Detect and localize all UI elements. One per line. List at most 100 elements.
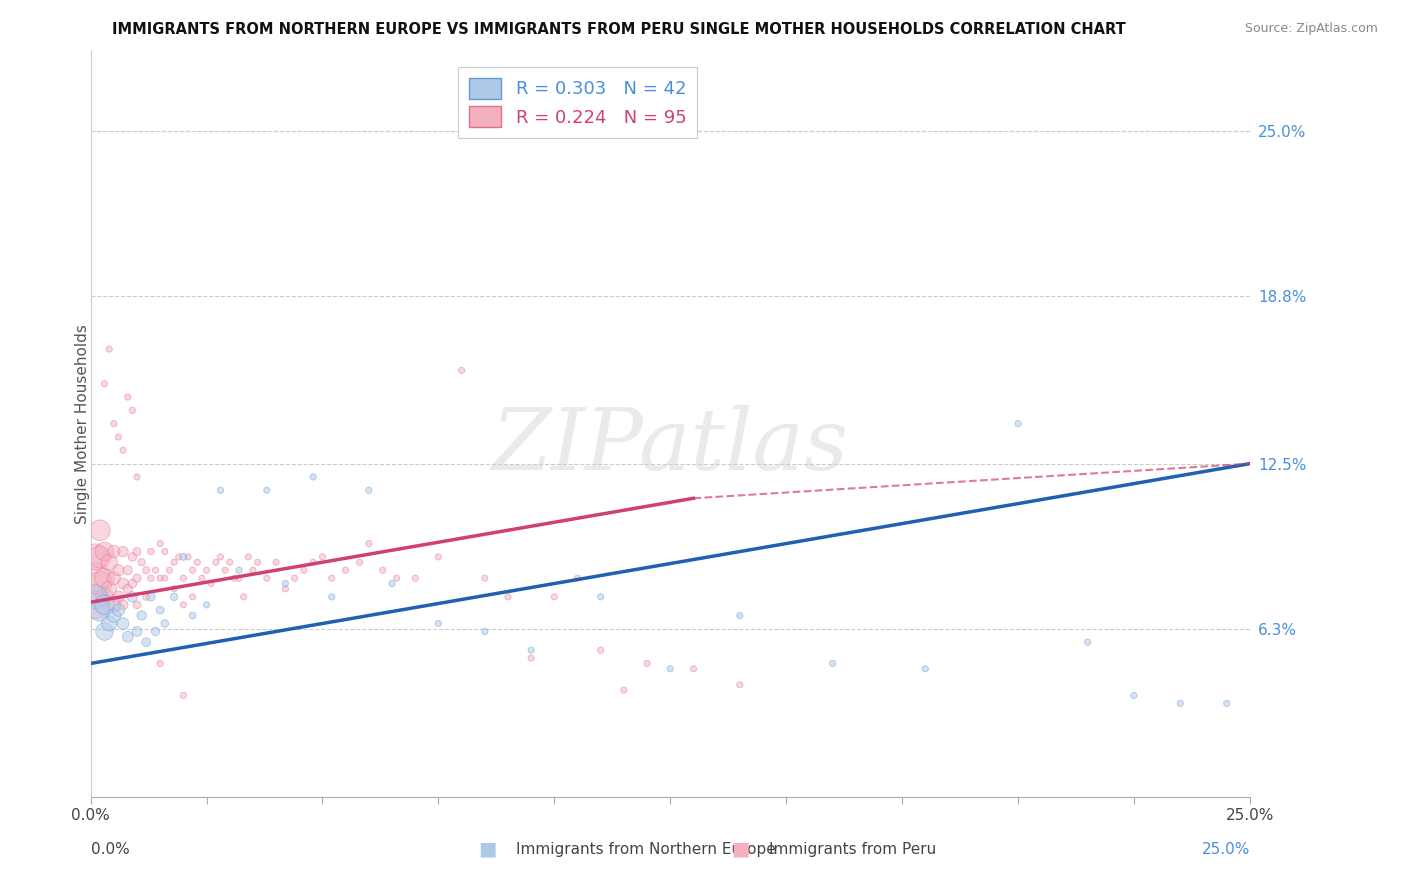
- Point: [125, 544, 148, 558]
- Point: [125, 598, 148, 612]
- Point: [131, 608, 153, 623]
- Point: [914, 662, 936, 676]
- Point: [149, 536, 172, 550]
- Point: [89, 576, 111, 591]
- Y-axis label: Single Mother Households: Single Mother Households: [75, 324, 90, 524]
- Text: ■: ■: [731, 839, 749, 859]
- Text: Immigrants from Northern Europe: Immigrants from Northern Europe: [516, 842, 775, 856]
- Point: [177, 549, 200, 564]
- Point: [98, 555, 121, 569]
- Point: [682, 662, 704, 676]
- Point: [1123, 689, 1146, 703]
- Text: 25.0%: 25.0%: [1202, 842, 1250, 856]
- Point: [195, 563, 218, 577]
- Point: [84, 590, 107, 604]
- Point: [357, 483, 380, 498]
- Point: [496, 590, 519, 604]
- Point: [107, 430, 129, 444]
- Point: [381, 576, 404, 591]
- Point: [112, 576, 135, 591]
- Point: [209, 549, 232, 564]
- Point: [218, 555, 240, 569]
- Point: [589, 590, 612, 604]
- Point: [172, 689, 194, 703]
- Point: [224, 571, 246, 585]
- Point: [1216, 697, 1239, 711]
- Point: [149, 657, 172, 671]
- Point: [145, 624, 167, 639]
- Legend: R = 0.303   N = 42, R = 0.224   N = 95: R = 0.303 N = 42, R = 0.224 N = 95: [458, 67, 697, 137]
- Point: [131, 555, 153, 569]
- Point: [139, 544, 162, 558]
- Point: [93, 544, 115, 558]
- Point: [121, 403, 143, 417]
- Point: [93, 624, 115, 639]
- Point: [567, 571, 589, 585]
- Point: [153, 571, 176, 585]
- Point: [98, 342, 121, 356]
- Point: [89, 549, 111, 564]
- Point: [520, 651, 543, 665]
- Point: [89, 523, 111, 537]
- Point: [107, 603, 129, 617]
- Point: [93, 598, 115, 612]
- Point: [728, 608, 751, 623]
- Point: [98, 616, 121, 631]
- Point: [153, 616, 176, 631]
- Point: [385, 571, 408, 585]
- Point: [93, 376, 115, 391]
- Point: [107, 590, 129, 604]
- Point: [228, 571, 250, 585]
- Point: [121, 590, 143, 604]
- Point: [209, 483, 232, 498]
- Point: [149, 571, 172, 585]
- Text: IMMIGRANTS FROM NORTHERN EUROPE VS IMMIGRANTS FROM PERU SINGLE MOTHER HOUSEHOLDS: IMMIGRANTS FROM NORTHERN EUROPE VS IMMIG…: [111, 22, 1126, 37]
- Point: [349, 555, 371, 569]
- Point: [125, 624, 148, 639]
- Point: [163, 582, 186, 596]
- Point: [205, 555, 228, 569]
- Point: [264, 555, 287, 569]
- Point: [163, 590, 186, 604]
- Point: [1170, 697, 1192, 711]
- Point: [181, 608, 204, 623]
- Point: [167, 549, 190, 564]
- Point: [821, 657, 844, 671]
- Point: [321, 571, 343, 585]
- Text: ZIPatlas: ZIPatlas: [492, 405, 849, 487]
- Point: [292, 563, 315, 577]
- Point: [125, 470, 148, 484]
- Point: [149, 603, 172, 617]
- Point: [117, 630, 139, 644]
- Point: [427, 616, 450, 631]
- Point: [311, 549, 333, 564]
- Point: [613, 683, 636, 698]
- Point: [232, 590, 254, 604]
- Point: [172, 571, 194, 585]
- Text: Source: ZipAtlas.com: Source: ZipAtlas.com: [1244, 22, 1378, 36]
- Text: 0.0%: 0.0%: [90, 842, 129, 856]
- Point: [238, 549, 260, 564]
- Point: [636, 657, 658, 671]
- Point: [214, 563, 236, 577]
- Point: [181, 590, 204, 604]
- Point: [117, 390, 139, 404]
- Point: [1077, 635, 1099, 649]
- Point: [1007, 417, 1029, 431]
- Point: [186, 555, 208, 569]
- Point: [450, 363, 472, 377]
- Point: [242, 563, 264, 577]
- Point: [659, 662, 682, 676]
- Point: [274, 576, 297, 591]
- Point: [112, 598, 135, 612]
- Point: [371, 563, 394, 577]
- Point: [520, 643, 543, 657]
- Point: [139, 571, 162, 585]
- Point: [121, 576, 143, 591]
- Point: [139, 590, 162, 604]
- Point: [103, 598, 125, 612]
- Point: [103, 544, 125, 558]
- Point: [728, 678, 751, 692]
- Point: [163, 555, 186, 569]
- Point: [474, 624, 496, 639]
